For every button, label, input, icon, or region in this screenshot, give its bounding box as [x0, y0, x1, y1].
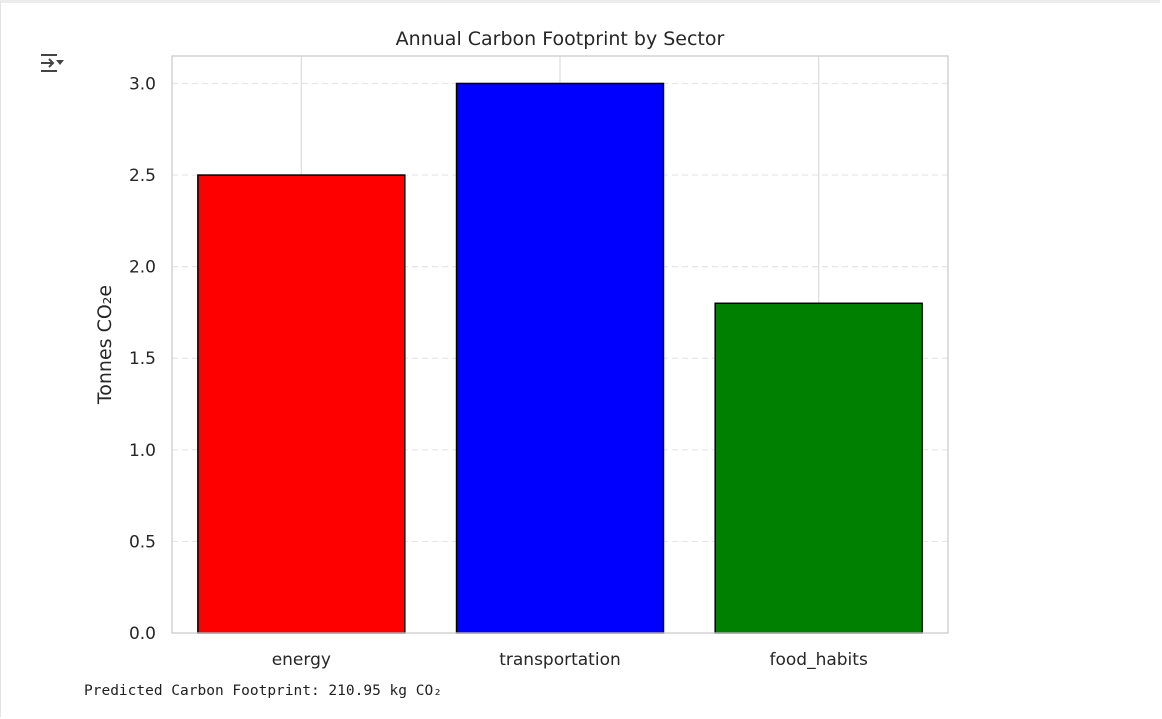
plot-frame	[171, 55, 949, 634]
x-tick-labels: energy transportation food_habits	[272, 650, 868, 670]
y-tick-label: 1.0	[129, 441, 156, 461]
y-tick-label: 3.0	[129, 74, 156, 94]
y-tick-label: 0.5	[129, 532, 156, 552]
x-tick-label: food_habits	[770, 650, 868, 670]
bar-energy	[197, 174, 406, 634]
stdout-text: Predicted Carbon Footprint: 210.95 kg CO…	[84, 683, 442, 699]
y-tick-label: 2.5	[129, 166, 156, 186]
y-axis-label: Tonnes CO₂e	[94, 285, 116, 405]
y-tick-label: 1.5	[129, 349, 156, 369]
chart-title: Annual Carbon Footprint by Sector	[396, 28, 725, 50]
output-collapse-icon[interactable]	[36, 49, 68, 77]
x-tick-label: energy	[272, 650, 331, 670]
bar-transportation	[455, 82, 665, 634]
y-tick-label: 0.0	[129, 624, 156, 644]
bars	[197, 82, 923, 634]
y-tick-labels: 0.0 0.5 1.0 1.5 2.0 2.5 3.0	[129, 74, 156, 644]
y-tick-label: 2.0	[129, 258, 156, 278]
bar-food_habits	[714, 302, 923, 634]
x-tick-label: transportation	[499, 650, 621, 670]
